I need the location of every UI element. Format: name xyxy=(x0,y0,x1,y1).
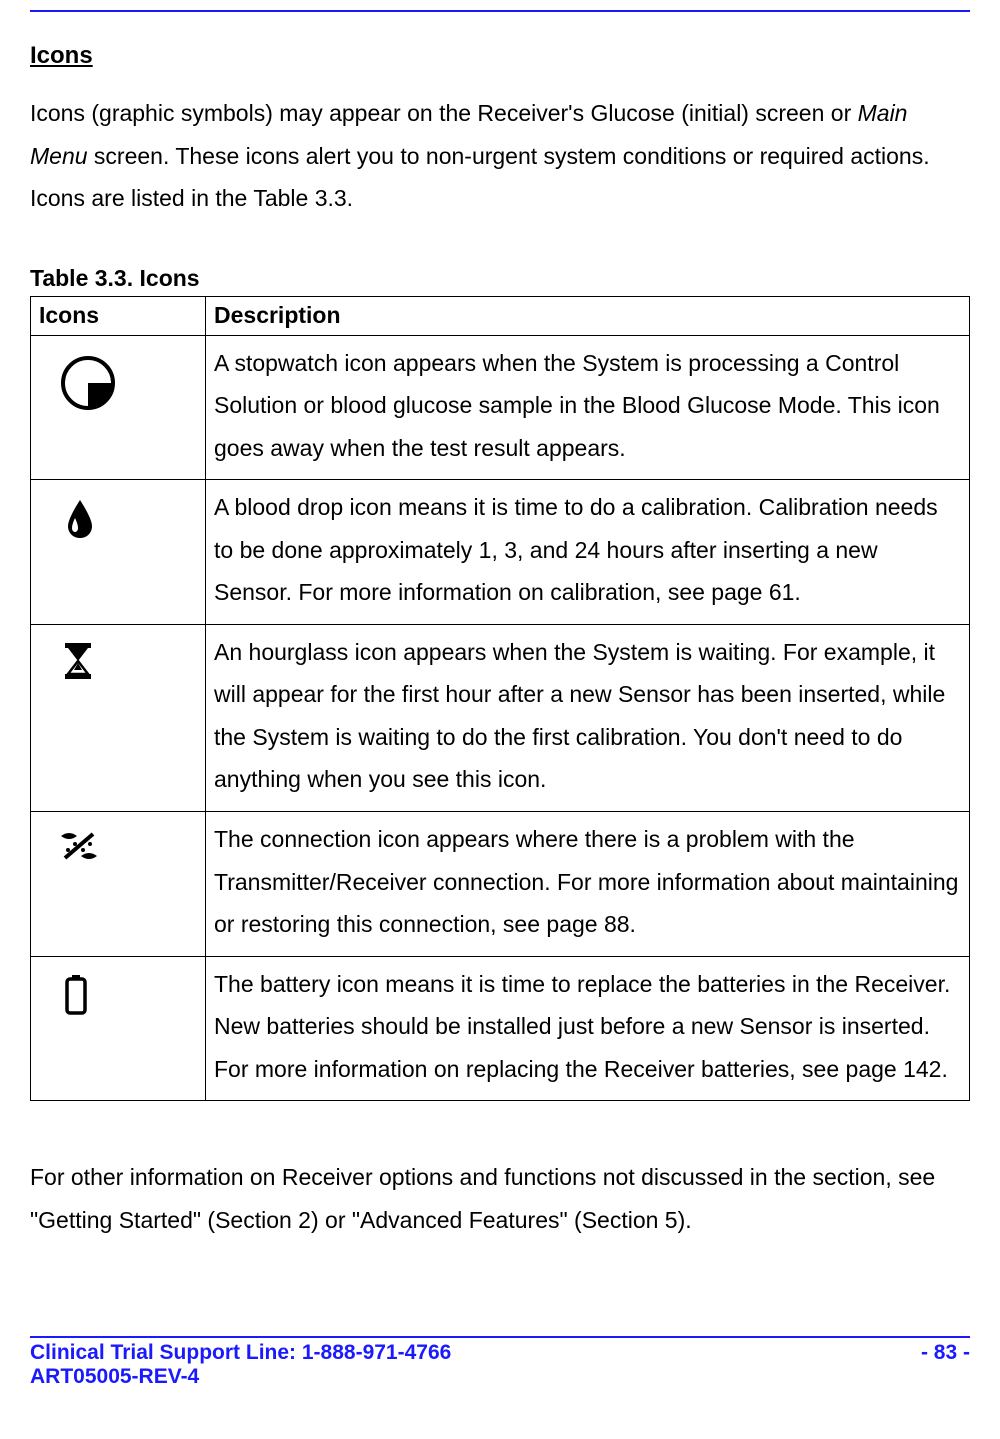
blood-drop-icon xyxy=(65,498,95,540)
footer-support-line: Clinical Trial Support Line: 1-888-971-4… xyxy=(30,1341,451,1365)
icon-cell-stopwatch xyxy=(31,335,206,480)
closing-paragraph: For other information on Receiver option… xyxy=(30,1156,970,1241)
footer-doc-id: ART05005-REV-4 xyxy=(30,1365,451,1389)
battery-icon xyxy=(65,975,87,1015)
connection-icon xyxy=(59,830,99,864)
table-row: The battery icon means it is time to rep… xyxy=(31,956,970,1101)
icons-table: Icons Description A stopwatch icon appea… xyxy=(30,296,970,1102)
table-title: Table 3.3. Icons xyxy=(30,265,970,292)
table-row: A blood drop icon means it is time to do… xyxy=(31,480,970,625)
col-header-description: Description xyxy=(206,296,970,335)
table-row: A stopwatch icon appears when the System… xyxy=(31,335,970,480)
desc-cell: A blood drop icon means it is time to do… xyxy=(206,480,970,625)
section-heading: Icons xyxy=(30,42,970,70)
icon-cell-blood-drop xyxy=(31,480,206,625)
table-row: The connection icon appears where there … xyxy=(31,812,970,957)
desc-cell: An hourglass icon appears when the Syste… xyxy=(206,624,970,811)
footer-page-number: - 83 - xyxy=(921,1341,970,1365)
table-header-row: Icons Description xyxy=(31,296,970,335)
desc-cell: The battery icon means it is time to rep… xyxy=(206,956,970,1101)
top-rule xyxy=(30,10,970,12)
hourglass-icon xyxy=(63,643,93,679)
desc-cell: A stopwatch icon appears when the System… xyxy=(206,335,970,480)
page-footer: Clinical Trial Support Line: 1-888-971-4… xyxy=(30,1341,970,1389)
desc-cell: The connection icon appears where there … xyxy=(206,812,970,957)
icon-cell-battery xyxy=(31,956,206,1101)
col-header-icons: Icons xyxy=(31,296,206,335)
intro-paragraph: Icons (graphic symbols) may appear on th… xyxy=(30,92,970,220)
footer-rule xyxy=(30,1336,970,1338)
table-row: An hourglass icon appears when the Syste… xyxy=(31,624,970,811)
icon-cell-connection xyxy=(31,812,206,957)
icon-cell-hourglass xyxy=(31,624,206,811)
stopwatch-icon xyxy=(59,354,117,412)
